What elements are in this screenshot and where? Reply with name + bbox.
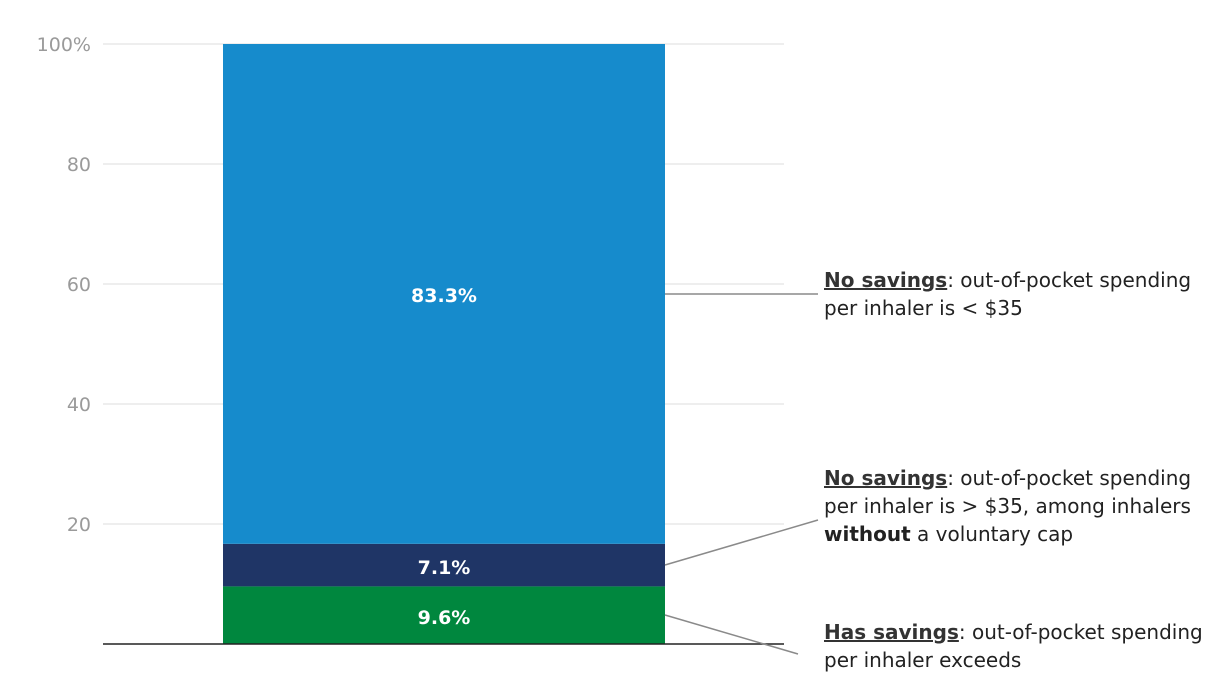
annotation-text: : out-of-pocket spending per inhaler is … bbox=[824, 466, 1192, 518]
annotation-text: a voluntary cap bbox=[910, 522, 1074, 546]
bar-segment-has-savings bbox=[223, 586, 665, 644]
leader-line-no-savings-over-35 bbox=[664, 519, 819, 566]
y-tick-label: 100% bbox=[37, 34, 91, 56]
annotation-lead: Has savings bbox=[824, 620, 959, 644]
annotation-bold-text: without bbox=[824, 522, 911, 546]
y-tick-label: 60 bbox=[67, 274, 91, 296]
annotation-lead: No savings bbox=[824, 466, 948, 490]
annotation-text: : out-of-pocket spending per inhaler exc… bbox=[824, 620, 1203, 672]
data-label: 9.6% bbox=[418, 607, 471, 629]
bar-segment-no-savings-under35 bbox=[223, 44, 665, 544]
y-tick-label: 80 bbox=[67, 154, 91, 176]
data-label: 83.3% bbox=[411, 285, 477, 307]
bar-segment-no-savings-over35 bbox=[223, 543, 665, 587]
annotation-has-savings: Has savings: out-of-pocket spending per … bbox=[824, 618, 1214, 674]
data-label: 7.1% bbox=[418, 557, 471, 579]
y-tick-label: 20 bbox=[67, 514, 91, 536]
annotation-text: : out-of-pocket spending per inhaler is … bbox=[824, 268, 1192, 320]
annotation-lead: No savings bbox=[824, 268, 948, 292]
annotation-no-savings-over-35: No savings: out-of-pocket spending per i… bbox=[824, 464, 1214, 548]
leader-line-has-savings bbox=[664, 614, 799, 655]
y-tick-label: 40 bbox=[67, 394, 91, 416]
annotation-no-savings-under-35: No savings: out-of-pocket spending per i… bbox=[824, 266, 1214, 322]
